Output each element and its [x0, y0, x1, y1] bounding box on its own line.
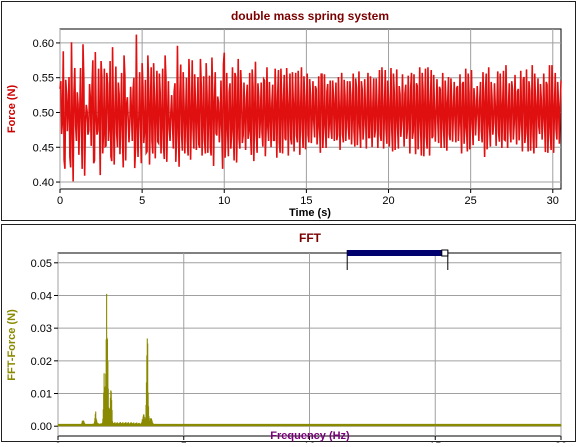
x-axis-label: Time (s)	[289, 207, 331, 219]
x-tick-label: 15	[300, 195, 312, 207]
fft-y-tick-label: 0.05	[31, 258, 52, 270]
fft-x-tick-label: 15	[429, 441, 441, 443]
fft-x-tick-label: 20	[555, 441, 567, 443]
fft-y-tick-label: 0.01	[31, 389, 52, 401]
y-tick-label: 0.60	[33, 38, 54, 50]
x-tick-label: 10	[218, 195, 230, 207]
fft-y-tick-label: 0.04	[31, 290, 52, 302]
y-axis: 0.40 0.45 0.50 0.55 0.60	[33, 38, 60, 189]
fft-title: FFT	[299, 231, 322, 245]
x-tick-label: 5	[139, 195, 145, 207]
fft-y-tick-label: 0.02	[31, 356, 52, 368]
range-scrollbar[interactable]	[346, 249, 449, 270]
y-tick-label: 0.50	[33, 107, 54, 119]
y-tick-label: 0.40	[33, 177, 54, 189]
fft-y-tick-label: 0.00	[31, 421, 52, 433]
y-axis-label: Force (N)	[6, 85, 18, 134]
scrollbar-thumb[interactable]	[347, 250, 448, 256]
x-axis: 0 5 10 15 20 25 30	[57, 189, 559, 207]
scrollbar-close-icon[interactable]	[441, 249, 449, 257]
x-tick-label: 30	[547, 195, 559, 207]
fft-x-axis: 0 5 10 15 20	[55, 436, 567, 443]
force-series	[59, 34, 562, 182]
chart-title: double mass spring system	[231, 9, 389, 23]
x-tick-label: 20	[382, 195, 394, 207]
time-series-chart: double mass spring system 0.400.450.500.…	[6, 9, 562, 219]
fft-chart: FFT 0.00 0.01 0.02 0.03 0.04 0.05 0 5 10 15 20 FF…	[6, 231, 567, 443]
fft-series	[57, 293, 562, 427]
x-tick-label: 25	[465, 195, 477, 207]
fft-grid	[57, 253, 562, 436]
fft-y-axis-label: FFT-Force (N)	[6, 309, 18, 381]
force-line	[59, 34, 562, 182]
fft-x-tick-label: 5	[181, 441, 187, 443]
fft-x-axis-label: Frequency (Hz)	[270, 430, 350, 442]
fft-panel: FFT 0.00 0.01 0.02 0.03 0.04 0.05 0 5 10 15 20 FF…	[1, 224, 576, 443]
y-tick-label: 0.55	[33, 73, 54, 85]
fft-x-tick-label: 10	[303, 441, 315, 443]
time-series-panel: double mass spring system 0.40 0.45 0.50 0.…	[1, 1, 576, 221]
fft-x-tick-label: 0	[55, 441, 61, 443]
fft-y-axis: 0.00 0.01 0.02 0.03 0.04 0.05	[31, 258, 58, 433]
y-tick-label: 0.45	[33, 142, 54, 154]
fft-y-tick-label: 0.03	[31, 323, 52, 335]
x-tick-label: 0	[57, 195, 63, 207]
